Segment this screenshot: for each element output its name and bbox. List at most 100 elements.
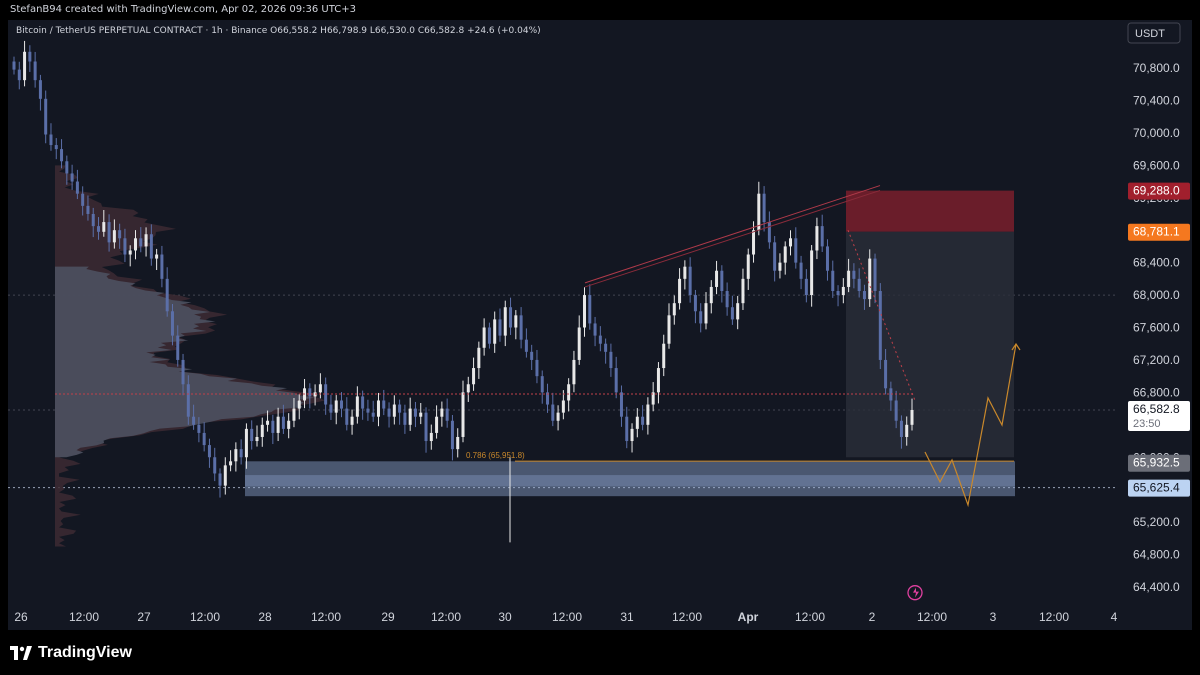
candle-body (376, 400, 380, 417)
y-tick-label: 64,800.0 (1133, 548, 1180, 562)
candle-body (107, 222, 111, 243)
candle-body (651, 392, 655, 405)
candle-body (572, 359, 576, 385)
price-label: 65,625.4 (1128, 479, 1190, 497)
tradingview-logo[interactable]: TradingView (10, 644, 132, 662)
currency-button-label: USDT (1135, 28, 1165, 40)
candle-body (49, 134, 53, 146)
candle-body (144, 234, 148, 247)
x-tick-label: 12:00 (672, 610, 702, 624)
y-tick-label: 64,400.0 (1133, 580, 1180, 594)
candle-body (123, 238, 127, 255)
candle-body (361, 396, 365, 409)
candle-body (366, 408, 370, 413)
candle-body (588, 295, 592, 324)
chart-legend: Bitcoin / TetherUS PERPETUAL CONTRACT · … (16, 26, 541, 36)
y-tick-label: 67,600.0 (1133, 321, 1180, 335)
candle-body (60, 149, 64, 162)
candle-body (736, 303, 740, 320)
x-tick-label: 3 (990, 610, 997, 624)
chart-frame[interactable]: 0.786 (65,951.8) 70,800.0 70,400.0 70,000.… (8, 20, 1192, 630)
candle-body (345, 408, 349, 425)
candle-body (160, 254, 164, 279)
candle-body (873, 258, 877, 292)
candle-body (186, 384, 190, 417)
y-tick-label: 67,200.0 (1133, 353, 1180, 367)
candle-body (656, 368, 660, 393)
candle-body (429, 432, 433, 442)
candle-body (498, 319, 502, 336)
candle-body (165, 278, 169, 312)
drift-line (847, 230, 916, 401)
candle-body (899, 420, 903, 437)
candle-body (292, 408, 296, 421)
candle-body (841, 286, 845, 296)
price-label-countdown: 23:50 (1133, 418, 1161, 430)
brand-name: TradingView (38, 644, 132, 661)
candle-body (546, 392, 550, 405)
candle-body (561, 400, 565, 413)
candle-body (804, 278, 808, 296)
price-label-text: 66,582.8 (1133, 402, 1180, 416)
candle-body (456, 436, 460, 450)
candle-body (582, 295, 586, 328)
price-label: 68,781.1 (1128, 223, 1190, 241)
candle-body (398, 404, 402, 413)
y-tick-label: 68,400.0 (1133, 256, 1180, 270)
candle-body (266, 420, 270, 425)
candle-body (17, 69, 21, 81)
candle-body (197, 424, 201, 433)
candle-body (619, 392, 623, 417)
candle-body (65, 161, 69, 174)
candle-body (699, 311, 703, 324)
x-tick-label: 12:00 (917, 610, 947, 624)
trendline-lower (584, 189, 881, 288)
candle-body (234, 449, 238, 462)
candle-body (260, 424, 264, 437)
price-label-bg (1128, 182, 1190, 200)
candle-body (693, 295, 697, 312)
attribution-bar: StefanB94 created with TradingView.com, … (0, 0, 1200, 20)
candle-body (556, 412, 560, 421)
candle-body (604, 343, 608, 352)
price-label-text: 69,288.0 (1133, 184, 1180, 198)
candle-body (778, 262, 782, 271)
candle-body (33, 61, 37, 81)
candle-body (757, 193, 761, 231)
candles (12, 40, 914, 543)
candle-body (54, 145, 58, 150)
price-label-text: 68,781.1 (1133, 225, 1180, 239)
candle-body (255, 436, 259, 442)
candle-body (466, 384, 470, 393)
candle-body (730, 307, 734, 320)
candle-body (334, 400, 338, 413)
candle-body (350, 416, 354, 425)
candle-body (97, 226, 101, 232)
candle-body (910, 409, 914, 425)
candle-body (593, 323, 597, 336)
lightning-icon-bolt (913, 587, 919, 598)
candle-body (340, 400, 344, 409)
price-chart[interactable]: 0.786 (65,951.8) 70,800.0 70,400.0 70,000.… (8, 20, 1192, 630)
y-tick-label: 65,200.0 (1133, 515, 1180, 529)
candle-body (86, 205, 90, 214)
y-tick-label: 70,000.0 (1133, 126, 1180, 140)
x-tick-label: 12:00 (311, 610, 341, 624)
candle-body (23, 51, 27, 81)
support-zone (245, 461, 1015, 497)
candle-body (709, 286, 713, 304)
x-tick-label: 12:00 (1039, 610, 1069, 624)
currency-button[interactable]: USDT (1127, 22, 1181, 44)
candle-body (820, 226, 824, 247)
fib-label: 0.786 (65,951.8) (466, 451, 525, 460)
candle-body (725, 291, 729, 308)
candle-body (472, 368, 476, 385)
candle-body (170, 311, 174, 336)
candle-body (413, 408, 417, 417)
candle-body (435, 416, 439, 433)
candle-body (271, 420, 275, 433)
candle-body (118, 230, 122, 239)
currency-button-bg (1127, 22, 1181, 44)
candle-body (884, 359, 888, 389)
candle-body (540, 376, 544, 393)
